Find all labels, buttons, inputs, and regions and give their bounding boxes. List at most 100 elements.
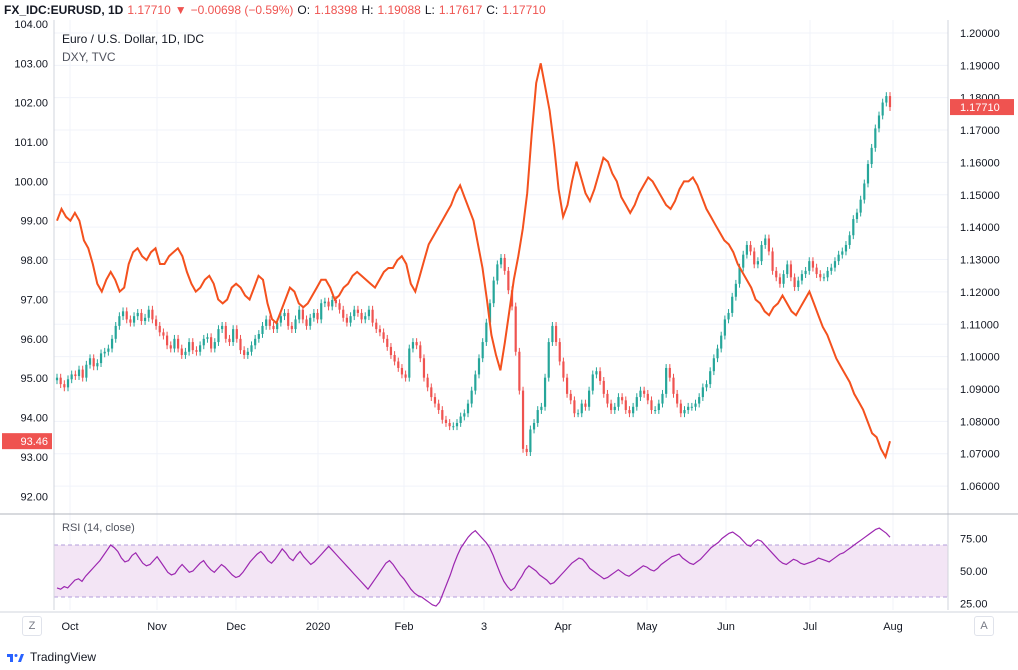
candle-body xyxy=(881,102,884,116)
candle-body xyxy=(808,261,811,271)
candle xyxy=(613,402,616,414)
rsi-tick-label: 50.00 xyxy=(960,566,988,578)
candle xyxy=(129,315,132,327)
last-price-tag-label: 1.17710 xyxy=(960,102,1000,114)
candle-body xyxy=(74,374,77,377)
candle xyxy=(573,396,576,418)
candle-body xyxy=(132,316,136,323)
candle xyxy=(433,393,437,408)
candle-body xyxy=(70,374,73,380)
candle xyxy=(298,305,301,324)
overlay-series-title[interactable]: DXY, TVC xyxy=(62,50,116,64)
main-series-title[interactable]: Euro / U.S. Dollar, 1D, IDC xyxy=(62,32,205,46)
symbol-name[interactable]: FX_IDC:EURUSD, 1D xyxy=(4,3,124,17)
candle-body xyxy=(301,309,304,320)
auto-scale-button[interactable]: A xyxy=(974,616,994,636)
candle xyxy=(180,344,183,359)
candle-body xyxy=(848,235,851,245)
candle xyxy=(176,334,180,353)
candle-body xyxy=(298,309,301,320)
candle xyxy=(532,419,536,434)
candle-body xyxy=(338,303,341,310)
candle xyxy=(213,338,216,353)
candle xyxy=(775,266,778,282)
candle-body xyxy=(797,280,800,288)
candle-body xyxy=(353,309,356,317)
candle-body xyxy=(554,325,558,343)
candle-body xyxy=(822,277,826,279)
candle-body xyxy=(562,361,565,378)
candle-body xyxy=(639,390,642,398)
candle-body xyxy=(103,351,106,354)
candle xyxy=(466,399,470,418)
candle-body xyxy=(290,325,293,330)
candle-body xyxy=(305,319,308,326)
candle-body xyxy=(389,346,393,356)
tradingview-logo-icon xyxy=(7,654,24,662)
candle xyxy=(441,406,444,424)
dxy-last-tag xyxy=(2,433,52,450)
candle xyxy=(158,321,161,337)
candle xyxy=(470,386,473,408)
candle xyxy=(654,406,657,414)
candle xyxy=(323,297,326,308)
candle xyxy=(661,389,664,408)
candle xyxy=(731,292,734,317)
candle xyxy=(485,318,488,346)
candle xyxy=(63,380,66,392)
candle-body xyxy=(188,342,191,352)
candle-body xyxy=(55,377,59,381)
candle xyxy=(411,338,415,353)
candle-body xyxy=(591,374,594,391)
candle-body xyxy=(811,261,815,268)
candle xyxy=(426,373,429,392)
candle-body xyxy=(793,277,796,288)
candle xyxy=(257,330,260,343)
candle xyxy=(650,396,653,414)
candle-body xyxy=(665,367,668,394)
candle xyxy=(797,276,800,291)
candle-body xyxy=(59,377,62,385)
candle xyxy=(202,334,205,350)
candle-body xyxy=(738,267,741,284)
candle xyxy=(742,250,745,272)
candle xyxy=(529,425,532,457)
candle-body xyxy=(378,329,382,333)
candle-body xyxy=(459,416,462,423)
candle xyxy=(169,341,172,353)
time-tick-label: Feb xyxy=(395,621,414,633)
candle-body xyxy=(756,261,759,265)
candle-body xyxy=(455,422,459,427)
candle-body xyxy=(224,325,227,339)
candle xyxy=(191,338,194,355)
candle-body xyxy=(852,219,855,236)
candle-body xyxy=(613,406,616,411)
candle xyxy=(709,367,712,389)
left-tick-label: 100.00 xyxy=(14,176,48,188)
candle-body xyxy=(624,400,627,411)
candle xyxy=(826,266,829,282)
candle-body xyxy=(210,337,213,349)
rsi-legend[interactable]: RSI (14, close) xyxy=(62,522,135,534)
candle xyxy=(444,415,448,427)
candle-body xyxy=(709,371,712,385)
close-value: 1.17710 xyxy=(502,3,546,17)
candle xyxy=(151,305,154,324)
footer-brand[interactable]: TradingView xyxy=(6,650,96,664)
candle xyxy=(554,321,558,346)
candle xyxy=(371,305,374,327)
candle-body xyxy=(617,397,620,407)
candle-body xyxy=(426,377,429,388)
candle xyxy=(173,334,176,353)
time-tick-label: Dec xyxy=(226,621,246,633)
dxy-line xyxy=(56,63,891,460)
candle xyxy=(393,351,396,366)
left-tick-label: 101.00 xyxy=(14,137,48,149)
candle-body xyxy=(496,264,499,281)
candle xyxy=(808,257,811,275)
candle-body xyxy=(382,332,385,339)
time-tick-label: Oct xyxy=(61,621,78,633)
candle-body xyxy=(217,329,220,343)
zoom-reset-button[interactable]: Z xyxy=(22,616,42,636)
